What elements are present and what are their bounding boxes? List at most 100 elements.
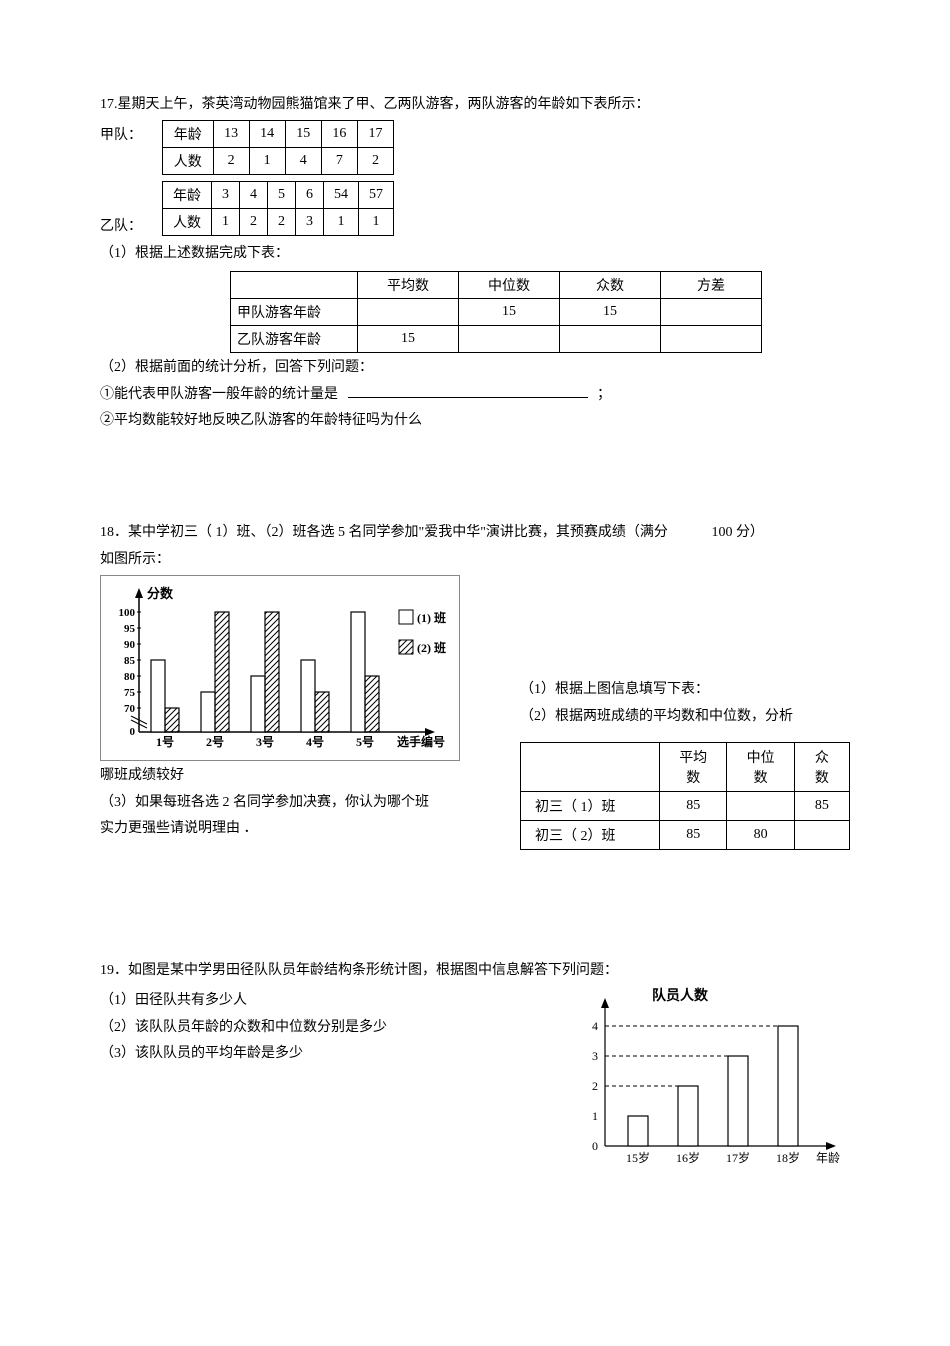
svg-text:1: 1	[592, 1109, 598, 1123]
cell: 1	[249, 148, 285, 175]
svg-text:队员人数: 队员人数	[652, 987, 709, 1004]
q18-sub4: （3）如果每班各选 2 名同学参加决赛，你认为哪个班	[100, 792, 490, 814]
cell: 85	[660, 820, 727, 849]
cell: 16	[321, 121, 357, 148]
q17-sub1: （1）根据上述数据完成下表：	[100, 243, 850, 265]
svg-text:4号: 4号	[306, 734, 324, 749]
svg-text:3: 3	[592, 1049, 598, 1063]
cell: 1	[324, 209, 359, 236]
svg-text:100: 100	[119, 607, 136, 619]
cell: 2	[240, 209, 268, 236]
svg-text:70: 70	[124, 703, 136, 715]
q17-jia-label: 甲队：	[100, 124, 142, 144]
q18-sub2: （2）根据两班成绩的平均数和中位数，分析	[520, 706, 850, 728]
cell: 85	[794, 791, 849, 820]
svg-text:75: 75	[124, 687, 136, 699]
q17-sub2-2: ②平均数能较好地反映乙队游客的年龄特征吗为什么	[100, 410, 850, 432]
svg-text:3号: 3号	[256, 734, 274, 749]
svg-text:5号: 5号	[356, 734, 374, 749]
cell: 85	[660, 791, 727, 820]
cell: 乙队游客年龄	[231, 326, 358, 353]
svg-text:15岁: 15岁	[626, 1150, 650, 1165]
cell: 众数	[560, 272, 661, 299]
cell: 初三（ 1）班	[521, 791, 660, 820]
svg-text:年龄: 年龄	[816, 1151, 840, 1165]
question-18: 18．某中学初三（ 1）班、（2）班各选 5 名同学参加"爱我中华"演讲比赛，其…	[100, 522, 850, 850]
blank-line	[348, 397, 588, 398]
y-axis-label: 分数	[147, 586, 174, 601]
cell: 2	[357, 148, 393, 175]
svg-text:2: 2	[592, 1079, 598, 1093]
svg-text:(1) 班: (1) 班	[417, 610, 446, 625]
cell	[231, 272, 358, 299]
cell	[521, 742, 660, 791]
q17-jia-table: 年龄 13 14 15 16 17 人数 2 1 4 7 2	[162, 120, 394, 175]
text: ；	[597, 387, 611, 402]
q17-sub2: （2）根据前面的统计分析，回答下列问题：	[100, 357, 850, 379]
q19-sub3: （3）该队队员的平均年龄是多少	[100, 1043, 540, 1065]
q17-sub2-1: ①能代表甲队游客一般年龄的统计量是 ；	[100, 384, 850, 406]
text: ①能代表甲队游客一般年龄的统计量是	[100, 387, 338, 402]
cell	[661, 299, 762, 326]
cell: 3	[296, 209, 324, 236]
q19-intro: 19．如图是某中学男田径队队员年龄结构条形统计图，根据图中信息解答下列问题：	[100, 960, 850, 982]
q19-sub1: （1）田径队共有多少人	[100, 990, 540, 1012]
cell: 7	[321, 148, 357, 175]
cell: 人数	[163, 209, 212, 236]
cell	[794, 820, 849, 849]
cell: 17	[357, 121, 393, 148]
q18-sub3: 哪班成绩较好	[100, 765, 490, 787]
cell: 6	[296, 182, 324, 209]
svg-text:1号: 1号	[156, 734, 174, 749]
svg-text:80: 80	[124, 671, 136, 683]
cell: 4	[240, 182, 268, 209]
text: 18．某中学初三（ 1）班、（2）班各选 5 名同学参加"爱我中华"演讲比赛，其…	[100, 525, 668, 540]
svg-text:17岁: 17岁	[726, 1150, 750, 1165]
svg-text:85: 85	[124, 655, 136, 667]
cell: 15	[560, 299, 661, 326]
cell: 年龄	[163, 182, 212, 209]
cell: 54	[324, 182, 359, 209]
q18-sub5: 实力更强些请说明理由 ．	[100, 818, 490, 840]
svg-text:90: 90	[124, 639, 136, 651]
svg-text:2号: 2号	[206, 734, 224, 749]
cell: 2	[213, 148, 249, 175]
cell: 中位数	[727, 742, 794, 791]
cell: 平均数	[358, 272, 459, 299]
svg-text:4: 4	[592, 1019, 598, 1033]
svg-text:0: 0	[592, 1139, 598, 1153]
cell: 2	[268, 209, 296, 236]
cell: 15	[459, 299, 560, 326]
q18-bar-chart: 分数 100 95 90 85 80 75	[100, 575, 460, 761]
cell: 方差	[661, 272, 762, 299]
cell	[727, 791, 794, 820]
cell: 15	[358, 326, 459, 353]
cell	[661, 326, 762, 353]
cell: 4	[285, 148, 321, 175]
cell	[459, 326, 560, 353]
q17-intro: 17.星期天上午，茶英湾动物园熊猫馆来了甲、乙两队游客，两队游客的年龄如下表所示…	[100, 94, 850, 116]
cell: 5	[268, 182, 296, 209]
cell: 1	[359, 209, 394, 236]
cell: 1	[212, 209, 240, 236]
q18-intro: 18．某中学初三（ 1）班、（2）班各选 5 名同学参加"爱我中华"演讲比赛，其…	[100, 522, 850, 544]
q18-sub1: （1）根据上图信息填写下表：	[520, 679, 850, 701]
cell: 人数	[163, 148, 214, 175]
cell	[560, 326, 661, 353]
cell: 57	[359, 182, 394, 209]
cell: 15	[285, 121, 321, 148]
cell	[358, 299, 459, 326]
cell: 平均数	[660, 742, 727, 791]
q19-sub2: （2）该队队员年龄的众数和中位数分别是多少	[100, 1017, 540, 1039]
q19-bar-chart: 队员人数 0 1 2 3 4	[570, 986, 850, 1181]
cell: 众数	[794, 742, 849, 791]
cell: 3	[212, 182, 240, 209]
question-17: 17.星期天上午，茶英湾动物园熊猫馆来了甲、乙两队游客，两队游客的年龄如下表所示…	[100, 94, 850, 432]
q18-intro2: 如图所示：	[100, 549, 850, 571]
svg-text:16岁: 16岁	[676, 1150, 700, 1165]
text: 100 分）	[711, 525, 764, 540]
svg-text:95: 95	[124, 623, 136, 635]
q18-stats-table: 平均数 中位数 众数 初三（ 1）班 85 85 初三（ 2）班 85 80	[520, 742, 850, 850]
svg-text:选手编号: 选手编号	[397, 734, 445, 749]
cell: 中位数	[459, 272, 560, 299]
